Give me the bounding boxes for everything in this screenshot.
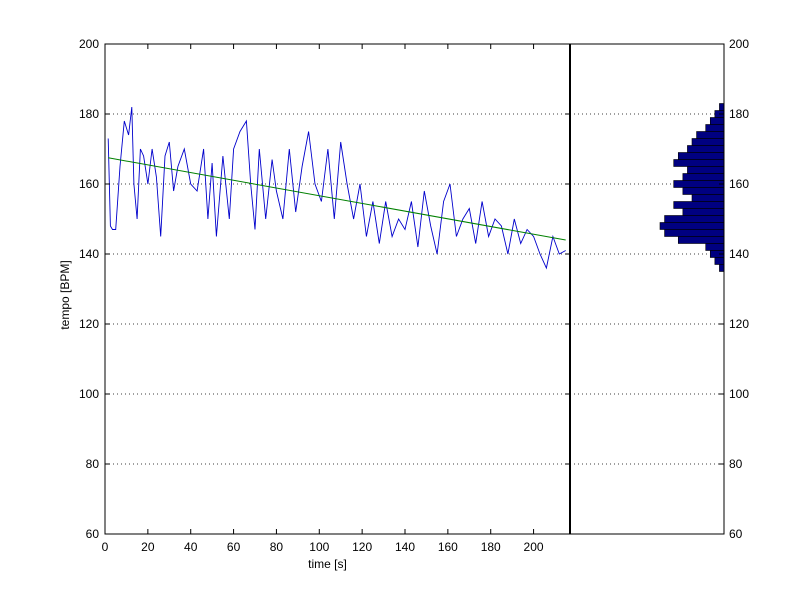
x-tick-label: 100 [309, 540, 329, 554]
histogram-bar [687, 145, 725, 153]
histogram-bar [682, 173, 725, 181]
histogram-bar [687, 166, 725, 174]
x-tick-label: 0 [102, 540, 109, 554]
y-tick-label: 80 [86, 457, 100, 471]
histogram-bar [691, 194, 725, 202]
histogram-y-tick-label: 180 [729, 107, 749, 121]
x-tick-label: 140 [395, 540, 415, 554]
trend-line [108, 157, 566, 241]
histogram-bar [719, 264, 725, 272]
x-tick-label: 180 [481, 540, 501, 554]
histogram-bar [673, 180, 725, 188]
histogram-y-tick-label: 200 [729, 37, 749, 51]
histogram-frame [569, 43, 725, 535]
x-tick-label: 60 [227, 540, 241, 554]
x-tick-label: 160 [438, 540, 458, 554]
x-axis-label: time [s] [308, 557, 347, 571]
histogram-bar [682, 208, 725, 216]
histogram-bar [677, 152, 725, 160]
plot-frame [104, 43, 571, 535]
y-tick-label: 200 [79, 37, 99, 51]
x-tick-label: 200 [524, 540, 544, 554]
histogram-y-tick-label: 80 [729, 457, 743, 471]
histogram-bar [691, 138, 725, 146]
histogram-bar [705, 243, 725, 251]
histogram-bar [709, 117, 725, 125]
histogram-y-tick-label: 160 [729, 177, 749, 191]
histogram-bar [659, 222, 725, 230]
x-tick-label: 120 [352, 540, 372, 554]
y-tick-label: 60 [86, 527, 100, 541]
histogram-bar [673, 201, 725, 209]
y-tick-label: 160 [79, 177, 99, 191]
histogram-bar [664, 215, 725, 223]
histogram-y-tick-label: 120 [729, 317, 749, 331]
tempo-series-line [107, 106, 566, 270]
histogram-axes: 60 80 100 120 140 160 180 200 [569, 37, 749, 541]
histogram-y-tick-label: 140 [729, 247, 749, 261]
histogram-bar [664, 229, 725, 237]
histogram-bar [705, 124, 725, 132]
time-series-axes: 0 20 40 60 80 100 120 140 160 180 200 60 80 100 120 140… [58, 37, 571, 571]
histogram-bar [719, 103, 725, 111]
x-tick-label: 20 [141, 540, 155, 554]
x-tick-label: 40 [184, 540, 198, 554]
histogram-bar [677, 236, 725, 244]
x-tick-label: 80 [270, 540, 284, 554]
histogram-bar [714, 257, 725, 265]
histogram-bar [682, 187, 725, 195]
y-axis-label: tempo [BPM] [58, 260, 72, 329]
histogram-bar [696, 131, 725, 139]
histogram-y-tick-label: 60 [729, 527, 743, 541]
y-tick-label: 140 [79, 247, 99, 261]
histogram-bar [673, 159, 725, 167]
histogram-y-tick-label: 100 [729, 387, 749, 401]
y-tick-label: 180 [79, 107, 99, 121]
y-tick-label: 100 [79, 387, 99, 401]
y-tick-label: 120 [79, 317, 99, 331]
